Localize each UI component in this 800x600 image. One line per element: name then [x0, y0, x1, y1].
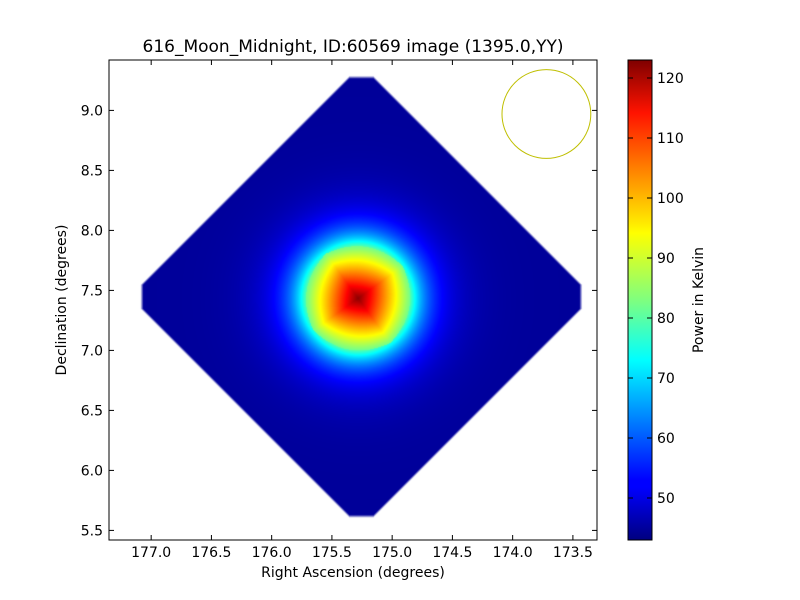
y-tick-label: 6.5	[81, 403, 103, 419]
colorbar-tick-label: 60	[657, 431, 675, 447]
y-tick-label: 7.5	[81, 283, 103, 299]
colorbar-tick-label: 80	[657, 311, 675, 327]
colorbar-tick-label: 90	[657, 251, 675, 267]
colorbar	[627, 59, 653, 541]
x-tick-label: 177.0	[131, 545, 171, 561]
y-tick-label: 6.0	[81, 463, 103, 479]
colorbar-tick-label: 100	[657, 191, 684, 207]
heatmap-plot	[109, 60, 597, 540]
x-axis-ticks: 177.0 176.5 176.0 175.5 175.0 174.5 174.0 173.5	[131, 60, 593, 561]
chart-title: 616_Moon_Midnight, ID:60569 image (1395.…	[143, 37, 564, 57]
x-tick-label: 174.0	[493, 545, 533, 561]
x-tick-label: 174.5	[432, 545, 472, 561]
plot-frame	[108, 59, 598, 541]
x-tick-label: 175.5	[312, 545, 352, 561]
x-tick-label: 176.0	[252, 545, 292, 561]
x-axis-label: Right Ascension (degrees)	[261, 565, 445, 581]
x-tick-label: 173.5	[553, 545, 593, 561]
x-tick-label: 176.5	[191, 545, 231, 561]
y-tick-label: 7.0	[81, 343, 103, 359]
colorbar-tick-label: 120	[657, 71, 684, 87]
y-tick-label: 8.0	[81, 223, 103, 239]
x-tick-label: 175.0	[372, 545, 412, 561]
beam-circle	[501, 69, 592, 159]
colorbar-tick-label: 70	[657, 371, 675, 387]
y-axis-label: Declination (degrees)	[54, 225, 70, 376]
y-tick-label: 5.5	[81, 523, 103, 539]
colorbar-tick-label: 110	[657, 131, 684, 147]
colorbar-tick-label: 50	[657, 491, 675, 507]
y-axis-ticks: 5.5 6.0 6.5 7.0 7.5 8.0 8.5 9.0	[81, 103, 597, 539]
heatmap-image	[109, 60, 597, 540]
y-tick-label: 8.5	[81, 163, 103, 179]
colorbar-label: Power in Kelvin	[691, 247, 707, 353]
colorbar-ticks: 50 60 70 80 90 100 110 120	[628, 71, 684, 507]
y-tick-label: 9.0	[81, 103, 103, 119]
